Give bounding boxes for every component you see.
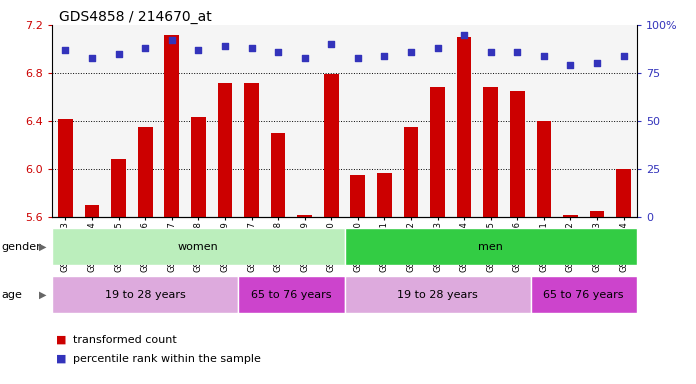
- Bar: [85, 205, 100, 217]
- Bar: [510, 91, 525, 217]
- Point: [512, 49, 523, 55]
- Bar: [377, 172, 392, 217]
- Point: [538, 53, 549, 59]
- Bar: [238, 276, 345, 313]
- Bar: [271, 133, 285, 217]
- Point: [86, 55, 97, 61]
- Bar: [404, 127, 418, 217]
- Bar: [616, 169, 631, 217]
- Bar: [430, 88, 445, 217]
- Bar: [345, 228, 637, 265]
- Point: [565, 62, 576, 68]
- Bar: [351, 175, 365, 217]
- Point: [246, 45, 257, 51]
- Point: [432, 45, 443, 51]
- Point: [352, 55, 363, 61]
- Point: [140, 45, 151, 51]
- Point: [113, 51, 124, 57]
- Bar: [58, 119, 73, 217]
- Bar: [324, 74, 338, 217]
- Point: [219, 43, 230, 49]
- Bar: [483, 88, 498, 217]
- Point: [166, 37, 177, 43]
- Point: [592, 60, 603, 66]
- Bar: [138, 127, 152, 217]
- Text: ■: ■: [56, 335, 66, 345]
- Bar: [218, 83, 232, 217]
- Point: [485, 49, 496, 55]
- Text: women: women: [178, 242, 219, 252]
- Text: percentile rank within the sample: percentile rank within the sample: [73, 354, 261, 364]
- Point: [273, 49, 284, 55]
- Text: transformed count: transformed count: [73, 335, 177, 345]
- Point: [405, 49, 416, 55]
- Text: 65 to 76 years: 65 to 76 years: [544, 290, 624, 300]
- Bar: [530, 276, 637, 313]
- Text: 65 to 76 years: 65 to 76 years: [251, 290, 331, 300]
- Point: [193, 47, 204, 53]
- Text: 19 to 28 years: 19 to 28 years: [105, 290, 186, 300]
- Point: [60, 47, 71, 53]
- Bar: [297, 215, 312, 217]
- Text: men: men: [478, 242, 503, 252]
- Point: [379, 53, 390, 59]
- Bar: [563, 215, 578, 217]
- Point: [618, 53, 629, 59]
- Point: [459, 31, 470, 38]
- Bar: [590, 211, 604, 217]
- Bar: [191, 118, 205, 217]
- Point: [326, 41, 337, 47]
- Bar: [345, 276, 530, 313]
- Text: gender: gender: [1, 242, 41, 252]
- Bar: [457, 37, 471, 217]
- Text: 19 to 28 years: 19 to 28 years: [397, 290, 478, 300]
- Text: ▶: ▶: [40, 242, 47, 252]
- Bar: [244, 83, 259, 217]
- Bar: [52, 276, 238, 313]
- Bar: [537, 121, 551, 217]
- Text: ■: ■: [56, 354, 66, 364]
- Point: [299, 55, 310, 61]
- Text: ▶: ▶: [40, 290, 47, 300]
- Text: age: age: [1, 290, 22, 300]
- Bar: [111, 159, 126, 217]
- Text: GDS4858 / 214670_at: GDS4858 / 214670_at: [59, 10, 212, 23]
- Bar: [52, 228, 345, 265]
- Bar: [164, 35, 179, 217]
